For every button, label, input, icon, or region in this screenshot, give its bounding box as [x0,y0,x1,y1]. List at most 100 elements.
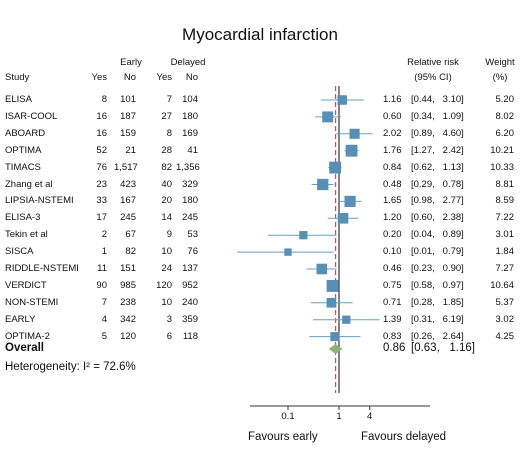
cell-study: ABOARD [5,127,46,139]
study-marker [337,213,349,224]
cell-study: Tekin et al [5,229,48,241]
cell-early-no: 67 [125,229,136,241]
cell-delayed-no: 180 [182,110,198,122]
cell-rr-text: 0.48 [383,178,402,190]
cell-early-no: 101 [120,94,136,105]
cell-ci-text: [0.28, 1.85] [411,296,464,308]
cell-delayed-yes: 40 [161,178,172,190]
cell-delayed-yes: 82 [161,161,172,173]
cell-study: ISAR-COOL [5,110,58,122]
cell-delayed-no: 41 [187,144,198,156]
cell-delayed-no: 137 [182,263,198,274]
cell-study: VERDICT [5,279,47,291]
header-early: Early [120,57,142,68]
cell-study: Zhang et al [5,178,53,190]
study-marker [322,111,334,123]
cell-study: ELISA-3 [5,212,41,224]
cell-delayed-no: 180 [182,195,198,207]
cell-weight: 10.64 [490,279,514,291]
cell-delayed-yes: 7 [166,94,172,105]
cell-weight: 6.20 [495,127,515,139]
cell-study: SISCA [5,246,34,258]
cell-early-no: 1,517 [114,161,138,173]
x-tick-label: 0.1 [281,411,294,422]
cell-study: LIPSIA-NSTEMI [5,195,74,207]
cell-delayed-no: 329 [182,178,198,190]
cell-early-yes: 8 [101,94,107,105]
cell-study: TIMACS [5,161,41,173]
study-marker [345,144,358,157]
study-marker [342,315,351,324]
study-marker [284,248,292,256]
cell-early-no: 245 [120,212,136,224]
cell-early-yes: 23 [96,178,107,190]
cell-ci-text: [0.98, 2.77] [411,195,464,207]
study-marker [326,279,339,292]
overall-label: Overall [5,342,44,354]
cell-rr-text: 0.75 [383,279,402,291]
chart-title: Myocardial infarction [182,25,338,44]
overall-rr: 0.86 [383,342,406,354]
cell-early-yes: 2 [101,229,107,241]
cell-ci-text: [0.44, 3.10] [411,94,464,105]
header-weight-unit: (%) [492,72,508,83]
cell-rr-text: 1.16 [383,94,402,105]
cell-early-no: 159 [120,127,136,139]
cell-early-yes: 16 [96,110,107,122]
cell-study: RIDDLE-NSTEMI [5,263,79,274]
cell-early-no: 167 [120,195,136,207]
cell-delayed-yes: 24 [161,263,172,274]
overall-diamond [328,344,343,354]
cell-early-yes: 33 [96,195,107,207]
overall-ci: [0.63, 1.16] [411,342,475,354]
cell-rr-text: 1.20 [383,212,402,224]
header-weight: Weight [485,57,515,68]
cell-delayed-no: 76 [187,246,198,258]
cell-ci-text: [1.27, 2.42] [411,144,464,156]
study-marker [316,263,328,275]
header-study: Study [5,72,30,83]
cell-rr-text: 0.83 [383,330,402,342]
heterogeneity: Heterogeneity: I² = 72.6% [5,361,136,373]
cell-rr-text: 2.02 [383,127,402,139]
x-tick-label: 4 [367,411,372,422]
cell-study: OPTIMA [5,144,42,156]
cell-ci-text: [0.60, 2.38] [411,212,464,224]
cell-delayed-yes: 10 [161,246,172,258]
cell-early-no: 21 [125,144,136,156]
cell-study: NON-STEMI [5,296,59,308]
cell-rr-text: 0.46 [383,263,402,274]
cell-delayed-no: 1,356 [176,161,200,173]
cell-weight: 1.84 [495,246,515,258]
cell-early-yes: 52 [96,144,107,156]
cell-delayed-yes: 28 [161,144,172,156]
cell-early-yes: 11 [97,263,107,274]
cell-rr-text: 0.60 [383,110,402,122]
cell-delayed-no: 104 [182,94,198,105]
cell-delayed-yes: 14 [161,212,172,224]
cell-rr-text: 0.10 [383,246,402,258]
header-ci: (95% CI) [414,72,452,83]
cell-early-no: 151 [120,263,136,274]
cell-weight: 7.27 [495,263,515,274]
cell-delayed-yes: 9 [166,229,172,241]
cell-early-yes: 4 [101,313,107,325]
study-marker [330,332,340,342]
cell-study: ELISA [5,94,32,105]
cell-weight: 10.33 [490,161,514,173]
cell-rr-text: 1.39 [383,313,402,325]
cell-early-no: 342 [120,313,136,325]
cell-weight: 8.81 [495,178,515,190]
cell-ci-text: [0.89, 4.60] [411,127,464,139]
cell-rr-text: 1.65 [383,195,402,207]
cell-weight: 5.37 [495,296,515,308]
cell-early-yes: 17 [96,212,107,224]
cell-weight: 8.59 [495,195,515,207]
cell-early-yes: 76 [96,161,107,173]
cell-early-yes: 5 [101,330,107,342]
cell-ci-text: [0.58, 0.97] [411,279,464,291]
cell-delayed-yes: 3 [166,313,172,325]
cell-weight: 3.02 [495,313,515,325]
header-early-no: No [123,72,136,83]
cell-early-yes: 16 [96,127,107,139]
